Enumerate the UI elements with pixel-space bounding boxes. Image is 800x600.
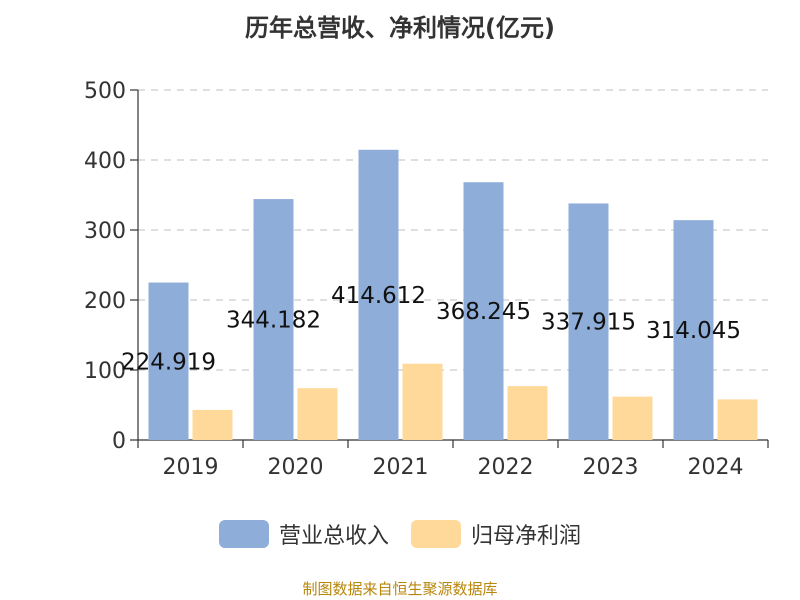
bar-revenue [253,199,294,440]
legend-swatch-revenue [218,520,269,548]
y-tick-label: 300 [84,219,126,244]
bar-profit [192,409,233,440]
y-tick-label: 0 [112,429,126,454]
bar-revenue [463,182,504,440]
bar-profit [297,388,338,440]
bar-profit [717,399,758,440]
bar-revenue [358,149,399,440]
x-tick-label: 2024 [688,455,744,480]
x-tick-label: 2021 [373,455,429,480]
bar-profit [402,363,443,440]
chart-title: 历年总营收、净利情况(亿元) [245,14,555,42]
x-tick-label: 2022 [478,455,534,480]
y-tick-label: 400 [84,149,126,174]
y-tick-label: 200 [84,289,126,314]
y-tick-label: 100 [84,359,126,384]
data-label-revenue: 414.612 [331,283,426,309]
x-tick-label: 2020 [268,455,324,480]
x-tick-label: 2019 [163,455,219,480]
bar-revenue [148,282,189,440]
y-tick-label: 500 [84,79,126,104]
legend-label-profit: 归母净利润 [471,524,582,549]
data-source-note: 制图数据来自恒生聚源数据库 [302,580,498,598]
legend-swatch-profit [411,520,461,548]
legend-label-revenue: 营业总收入 [278,524,389,549]
data-label-revenue: 337.915 [541,310,636,336]
legend-item-profit[interactable]: 归母净利润 [411,518,581,550]
data-label-revenue: 224.919 [121,349,216,375]
bar-revenue [673,220,714,440]
data-label-revenue: 368.245 [436,299,531,325]
bar-revenue [568,203,609,440]
bar-profit [612,396,653,440]
data-label-revenue: 314.045 [646,318,741,344]
data-label-revenue: 344.182 [226,308,321,334]
x-tick-label: 2023 [583,455,639,480]
legend-item-revenue[interactable]: 营业总收入 [218,518,389,550]
bar-profit [507,386,548,440]
legend: 营业总收入 归母净利润 [0,518,800,550]
